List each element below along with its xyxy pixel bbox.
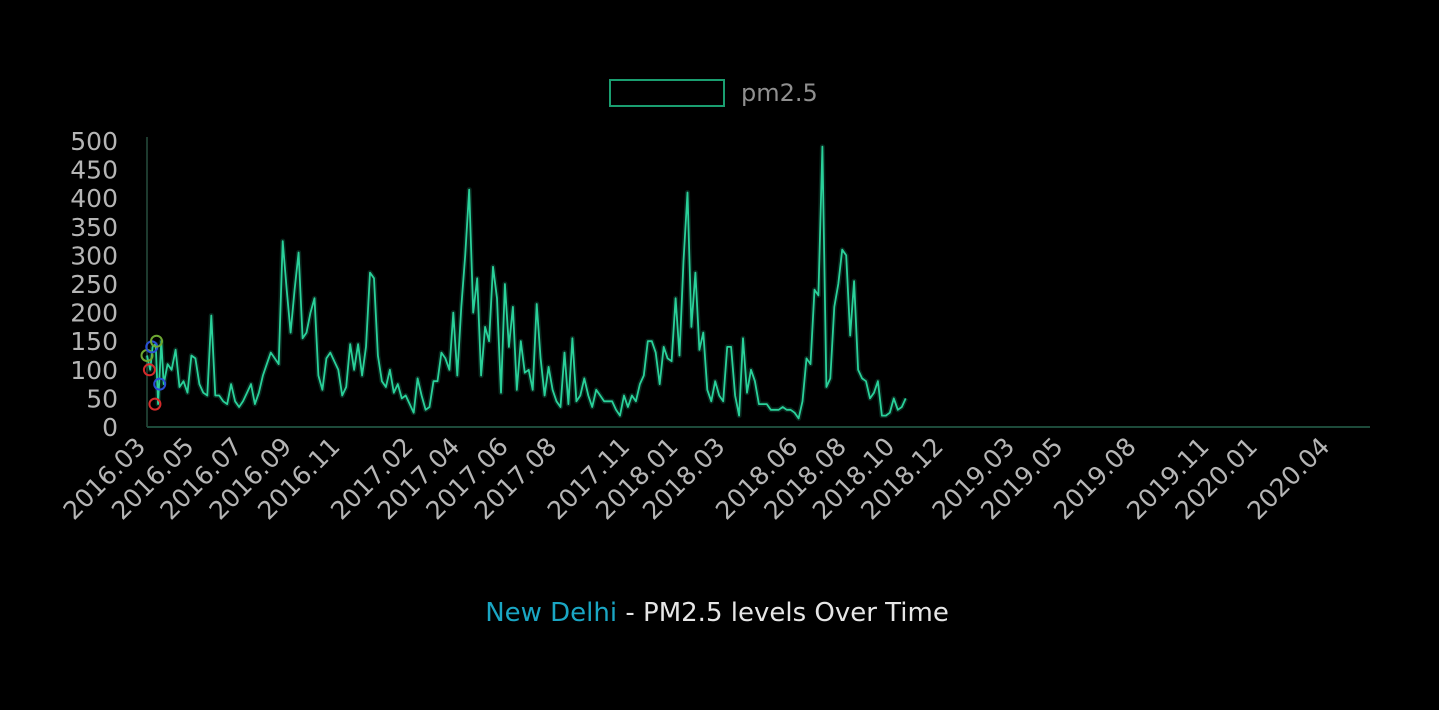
y-tick-label: 50: [86, 384, 118, 413]
y-tick-label: 250: [70, 270, 118, 299]
caption-text: - PM2.5 levels Over Time: [617, 598, 949, 628]
annotation-markers: [140, 334, 167, 411]
caption-city: New Delhi: [485, 598, 618, 628]
y-tick-label: 0: [102, 413, 118, 442]
annotation-marker: [153, 377, 167, 391]
y-tick-label: 300: [70, 241, 118, 270]
series-pm25: [144, 144, 908, 421]
annotation-marker: [150, 334, 164, 348]
y-tick-label: 400: [70, 184, 118, 213]
legend-label-pm25: pm2.5: [741, 79, 818, 107]
y-tick-label: 450: [70, 156, 118, 185]
y-tick-label: 500: [70, 127, 118, 156]
y-tick-label: 100: [70, 356, 118, 385]
annotation-marker: [142, 363, 156, 377]
series-line: [146, 145, 907, 420]
y-tick-label: 150: [70, 327, 118, 356]
legend-swatch-pm25: [609, 79, 725, 107]
x-axis: 2016.032016.052016.072016.092016.112017.…: [58, 426, 1370, 525]
series-line-glow: [144, 144, 908, 421]
y-tick-label: 350: [70, 213, 118, 242]
y-tick-label: 200: [70, 299, 118, 328]
legend[interactable]: pm2.5: [609, 79, 818, 107]
chart-caption: New Delhi - PM2.5 levels Over Time: [0, 598, 1434, 628]
annotation-marker: [148, 397, 162, 411]
